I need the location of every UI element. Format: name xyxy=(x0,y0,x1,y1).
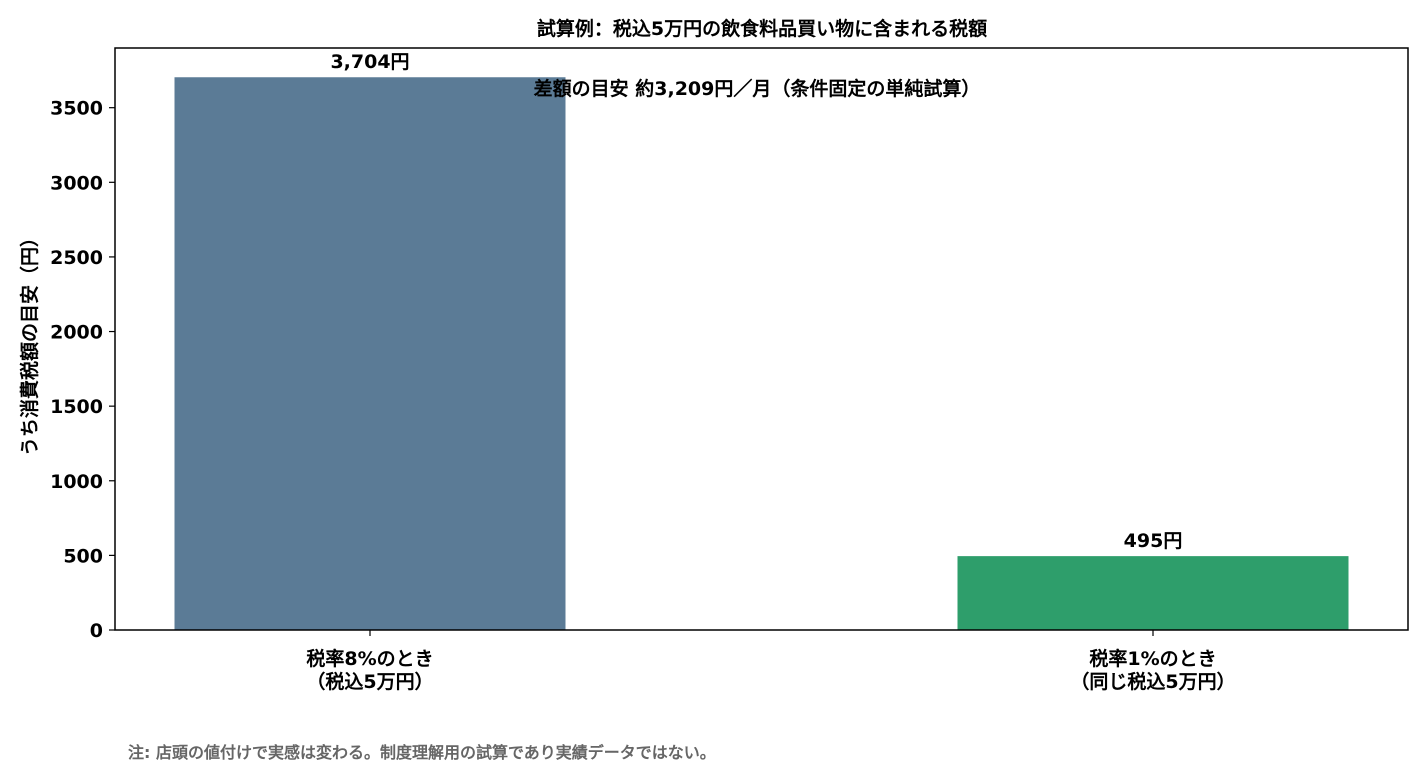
y-tick-label: 1500 xyxy=(50,396,103,418)
bar xyxy=(174,77,566,631)
x-tick-label: 税率8%のとき xyxy=(306,647,433,670)
y-tick-label: 2000 xyxy=(50,322,103,344)
bar xyxy=(957,556,1349,630)
y-tick-label: 2500 xyxy=(50,247,103,269)
difference-annotation: 差額の目安 約3,209円／月（条件固定の単純試算） xyxy=(534,77,981,100)
y-tick-label: 3000 xyxy=(50,172,103,194)
y-tick-label: 1000 xyxy=(50,471,103,493)
footnote: 注: 店頭の値付けで実感は変わる。制度理解用の試算であり実績データではない。 xyxy=(128,743,716,762)
y-tick-label: 3500 xyxy=(50,98,103,120)
y-axis-label: うち消費税額の目安（円） xyxy=(18,228,41,456)
x-tick-label: （税込5万円） xyxy=(306,670,433,693)
x-tick-label: （同じ税込5万円） xyxy=(1070,670,1235,693)
x-tick-label: 税率1%のとき xyxy=(1089,647,1216,670)
chart-title: 試算例：税込5万円の飲食料品買い物に含まれる税額 xyxy=(537,17,987,40)
y-tick-label: 0 xyxy=(90,620,103,642)
y-tick-label: 500 xyxy=(63,545,103,567)
plot-frame xyxy=(114,47,1409,631)
bar-value-label: 3,704円 xyxy=(330,51,409,73)
bar-value-label: 495円 xyxy=(1124,530,1183,552)
